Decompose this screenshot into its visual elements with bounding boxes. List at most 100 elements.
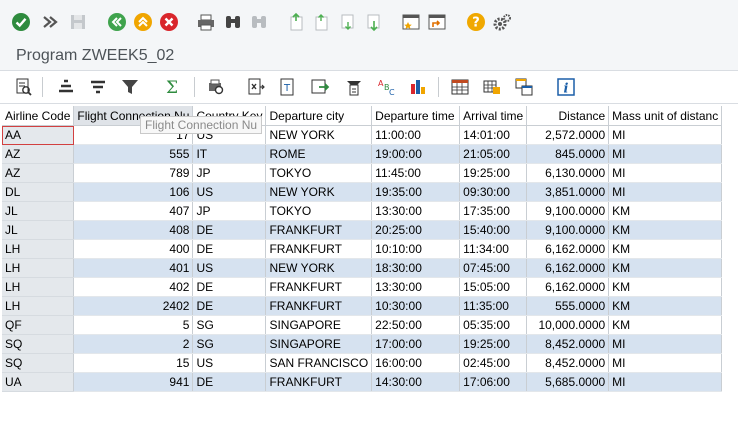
- table-cell[interactable]: 3,851.0000: [526, 182, 610, 202]
- exit-icon[interactable]: [132, 11, 154, 33]
- table-cell[interactable]: JL: [2, 220, 75, 240]
- table-cell[interactable]: MI: [608, 182, 723, 202]
- table-cell[interactable]: DE: [192, 296, 267, 316]
- column-header[interactable]: Arrival time: [459, 106, 528, 126]
- table-cell[interactable]: 10:30:00: [371, 296, 461, 316]
- table-row[interactable]: LH 400 DE FRANKFURT 10:10:00 11:34:00 6,162.00…: [2, 239, 723, 259]
- table-cell[interactable]: 19:00:00: [371, 144, 461, 164]
- table-cell[interactable]: 15:05:00: [459, 277, 528, 297]
- table-cell[interactable]: SG: [192, 334, 267, 354]
- table-cell[interactable]: MI: [608, 125, 723, 145]
- table-cell[interactable]: 14:01:00: [459, 125, 528, 145]
- table-cell[interactable]: LH: [2, 296, 75, 316]
- table-cell[interactable]: LH: [2, 258, 75, 278]
- first-page-icon[interactable]: [285, 11, 307, 33]
- table-cell[interactable]: 106: [73, 182, 194, 202]
- abc-analysis-icon[interactable]: [308, 75, 332, 99]
- table-row[interactable]: LH 402 DE FRANKFURT 13:30:00 15:05:00 6,162.00…: [2, 277, 723, 297]
- back-icon[interactable]: [106, 11, 128, 33]
- table-cell[interactable]: 9,100.0000: [526, 220, 610, 240]
- layout-icon[interactable]: [448, 75, 472, 99]
- table-cell[interactable]: SQ: [2, 353, 75, 373]
- table-cell[interactable]: 407: [73, 201, 194, 221]
- table-cell[interactable]: FRANKFURT: [265, 220, 373, 240]
- table-row[interactable]: SQ 15 US SAN FRANCISCO 16:00:00 02:45:00 8,452…: [2, 353, 723, 373]
- save-layout-icon[interactable]: [480, 75, 504, 99]
- table-cell[interactable]: 17:06:00: [459, 372, 528, 392]
- table-cell[interactable]: TOKYO: [265, 201, 373, 221]
- table-cell[interactable]: 402: [73, 277, 194, 297]
- column-header[interactable]: Airline Code: [2, 106, 75, 126]
- column-header[interactable]: Departure city: [265, 106, 373, 126]
- sort-ascending-icon[interactable]: [54, 75, 78, 99]
- table-cell[interactable]: 19:25:00: [459, 163, 528, 183]
- enter-icon[interactable]: [10, 11, 32, 33]
- table-cell[interactable]: 2,572.0000: [526, 125, 610, 145]
- table-cell[interactable]: NEW YORK: [265, 125, 373, 145]
- table-row[interactable]: AZ 789 JP TOKYO 11:45:00 19:25:00 6,130.0000 MI: [2, 163, 723, 183]
- table-cell[interactable]: 6,162.0000: [526, 258, 610, 278]
- table-row[interactable]: DL 106 US NEW YORK 19:35:00 09:30:00 3,851.000…: [2, 182, 723, 202]
- table-cell[interactable]: KM: [608, 315, 723, 335]
- table-cell[interactable]: 555: [73, 144, 194, 164]
- table-cell[interactable]: 14:30:00: [371, 372, 461, 392]
- table-cell[interactable]: KM: [608, 201, 723, 221]
- sort-descending-icon[interactable]: [86, 75, 110, 99]
- table-cell[interactable]: QF: [2, 315, 75, 335]
- table-cell[interactable]: MI: [608, 372, 723, 392]
- table-cell[interactable]: 18:30:00: [371, 258, 461, 278]
- table-cell[interactable]: 6,162.0000: [526, 239, 610, 259]
- table-cell[interactable]: 8,452.0000: [526, 353, 610, 373]
- table-row[interactable]: LH 401 US NEW YORK 18:30:00 07:45:00 6,162.000…: [2, 258, 723, 278]
- table-cell[interactable]: SQ: [2, 334, 75, 354]
- table-cell[interactable]: FRANKFURT: [265, 277, 373, 297]
- table-row[interactable]: AZ 555 IT ROME 19:00:00 21:05:00 845.0000 MI: [2, 144, 723, 164]
- table-cell[interactable]: 2402: [73, 296, 194, 316]
- find-icon[interactable]: [222, 11, 244, 33]
- table-cell[interactable]: 401: [73, 258, 194, 278]
- choose-layout-icon[interactable]: [512, 75, 536, 99]
- help-icon[interactable]: ?: [465, 11, 487, 33]
- table-cell[interactable]: DL: [2, 182, 75, 202]
- column-header[interactable]: Mass unit of distanc: [608, 106, 723, 126]
- table-cell[interactable]: 555.0000: [526, 296, 610, 316]
- table-cell[interactable]: KM: [608, 258, 723, 278]
- table-cell[interactable]: DE: [192, 277, 267, 297]
- table-cell[interactable]: SINGAPORE: [265, 334, 373, 354]
- table-cell[interactable]: ROME: [265, 144, 373, 164]
- table-cell[interactable]: DE: [192, 372, 267, 392]
- cancel-icon[interactable]: [158, 11, 180, 33]
- table-row[interactable]: JL 407 JP TOKYO 13:30:00 17:35:00 9,100.0000 KM: [2, 201, 723, 221]
- shortcut-icon[interactable]: [426, 11, 448, 33]
- table-cell[interactable]: 10,000.0000: [526, 315, 610, 335]
- table-cell[interactable]: SG: [192, 315, 267, 335]
- table-cell[interactable]: 16:00:00: [371, 353, 461, 373]
- table-cell[interactable]: 13:30:00: [371, 201, 461, 221]
- table-cell[interactable]: 07:45:00: [459, 258, 528, 278]
- table-cell[interactable]: FRANKFURT: [265, 239, 373, 259]
- table-cell[interactable]: SINGAPORE: [265, 315, 373, 335]
- table-row[interactable]: LH 2402 DE FRANKFURT 10:30:00 11:35:00 555.000…: [2, 296, 723, 316]
- filter-icon[interactable]: [118, 75, 142, 99]
- table-cell[interactable]: IT: [192, 144, 267, 164]
- table-row[interactable]: QF 5 SG SINGAPORE 22:50:00 05:35:00 10,000.000…: [2, 315, 723, 335]
- save-icon[interactable]: [67, 11, 89, 33]
- table-cell[interactable]: MI: [608, 163, 723, 183]
- print-preview-icon[interactable]: [204, 75, 228, 99]
- table-cell[interactable]: 9,100.0000: [526, 201, 610, 221]
- table-cell[interactable]: DE: [192, 239, 267, 259]
- table-cell[interactable]: MI: [608, 144, 723, 164]
- table-cell[interactable]: 10:10:00: [371, 239, 461, 259]
- table-cell[interactable]: KM: [608, 277, 723, 297]
- table-cell[interactable]: 845.0000: [526, 144, 610, 164]
- table-cell[interactable]: JP: [192, 201, 267, 221]
- table-cell[interactable]: 21:05:00: [459, 144, 528, 164]
- table-cell[interactable]: AZ: [2, 144, 75, 164]
- table-cell[interactable]: 6,162.0000: [526, 277, 610, 297]
- table-cell[interactable]: UA: [2, 372, 75, 392]
- table-cell[interactable]: 5: [73, 315, 194, 335]
- table-cell[interactable]: JL: [2, 201, 75, 221]
- table-cell[interactable]: 05:35:00: [459, 315, 528, 335]
- table-cell[interactable]: US: [192, 182, 267, 202]
- table-cell[interactable]: NEW YORK: [265, 182, 373, 202]
